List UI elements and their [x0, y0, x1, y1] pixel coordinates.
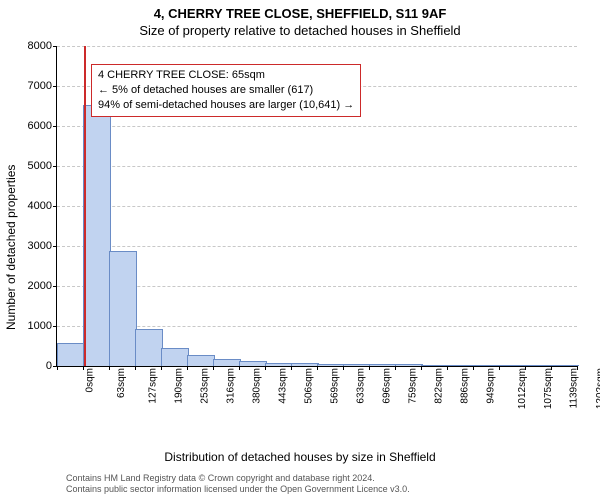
histogram-bar	[525, 365, 553, 366]
annotation-line3: 94% of semi-detached houses are larger (…	[98, 98, 354, 113]
xtick-mark	[187, 366, 188, 370]
xtick-label: 443sqm	[278, 368, 289, 404]
ytick-mark	[53, 126, 57, 127]
xtick-mark	[135, 366, 136, 370]
histogram-bar	[83, 105, 111, 366]
histogram-bar	[239, 361, 267, 366]
xtick-label: 886sqm	[460, 368, 471, 404]
xtick-mark	[83, 366, 84, 370]
xtick-mark	[57, 366, 58, 370]
x-axis-label: Distribution of detached houses by size …	[0, 450, 600, 464]
histogram-bar	[551, 365, 579, 366]
xtick-mark	[421, 366, 422, 370]
annotation-line2: ← 5% of detached houses are smaller (617…	[98, 83, 354, 98]
gridline	[57, 246, 577, 247]
xtick-label: 63sqm	[116, 368, 127, 398]
ytick-mark	[53, 206, 57, 207]
xtick-mark	[395, 366, 396, 370]
xtick-label: 190sqm	[174, 368, 185, 404]
histogram-bar	[187, 355, 215, 366]
histogram-bar	[343, 364, 371, 366]
ytick-label: 5000	[12, 160, 52, 172]
xtick-label: 127sqm	[148, 368, 159, 404]
histogram-bar	[369, 364, 397, 366]
histogram-bar	[395, 364, 423, 366]
xtick-label: 1012sqm	[517, 368, 528, 409]
ytick-mark	[53, 166, 57, 167]
xtick-label: 253sqm	[200, 368, 211, 404]
xtick-label: 633sqm	[356, 368, 367, 404]
xtick-label: 949sqm	[486, 368, 497, 404]
xtick-mark	[577, 366, 578, 370]
ytick-mark	[53, 246, 57, 247]
histogram-bar	[109, 251, 137, 366]
plot-area: 0sqm63sqm127sqm190sqm253sqm316sqm380sqm4…	[56, 46, 577, 367]
footer-attribution: Contains HM Land Registry data © Crown c…	[66, 473, 410, 496]
xtick-label: 380sqm	[252, 368, 263, 404]
footer-line2: Contains public sector information licen…	[66, 484, 410, 496]
histogram-bar	[213, 359, 241, 366]
ytick-label: 2000	[12, 280, 52, 292]
xtick-mark	[343, 366, 344, 370]
xtick-mark	[499, 366, 500, 370]
chart-title: 4, CHERRY TREE CLOSE, SHEFFIELD, S11 9AF	[0, 0, 600, 21]
ytick-label: 4000	[12, 200, 52, 212]
histogram-bar	[499, 365, 527, 366]
gridline	[57, 206, 577, 207]
xtick-mark	[369, 366, 370, 370]
ytick-label: 3000	[12, 240, 52, 252]
xtick-mark	[447, 366, 448, 370]
histogram-bar	[317, 364, 345, 366]
histogram-bar	[57, 343, 85, 366]
gridline	[57, 166, 577, 167]
chart-subtitle: Size of property relative to detached ho…	[0, 21, 600, 38]
histogram-bar	[161, 348, 189, 366]
xtick-mark	[551, 366, 552, 370]
chart-area: 0sqm 63sqm 127sqm 190sqm 253sqm 316sqm 380sqm 4…	[56, 46, 576, 416]
property-marker-line	[84, 46, 86, 366]
xtick-mark	[161, 366, 162, 370]
xtick-mark	[109, 366, 110, 370]
histogram-bar	[447, 365, 475, 366]
histogram-bar	[265, 363, 293, 366]
xtick-label: 822sqm	[434, 368, 445, 404]
gridline	[57, 46, 577, 47]
xtick-mark	[473, 366, 474, 370]
xtick-label: 316sqm	[226, 368, 237, 404]
xtick-mark	[213, 366, 214, 370]
xtick-label: 1202sqm	[595, 368, 600, 409]
xtick-label: 0sqm	[84, 368, 95, 392]
ytick-mark	[53, 326, 57, 327]
annotation-box: 4 CHERRY TREE CLOSE: 65sqm← 5% of detach…	[91, 64, 361, 117]
ytick-label: 1000	[12, 320, 52, 332]
ytick-mark	[53, 286, 57, 287]
ytick-label: 7000	[12, 80, 52, 92]
xtick-mark	[291, 366, 292, 370]
xtick-mark	[265, 366, 266, 370]
histogram-bar	[135, 329, 163, 366]
ytick-label: 8000	[12, 40, 52, 52]
xtick-label: 569sqm	[330, 368, 341, 404]
xtick-mark	[317, 366, 318, 370]
histogram-bar	[473, 365, 501, 366]
gridline	[57, 126, 577, 127]
ytick-mark	[53, 86, 57, 87]
xtick-label: 696sqm	[382, 368, 393, 404]
histogram-bar	[421, 365, 449, 366]
xtick-label: 759sqm	[408, 368, 419, 404]
xtick-label: 1075sqm	[543, 368, 554, 409]
footer-line1: Contains HM Land Registry data © Crown c…	[66, 473, 410, 485]
histogram-bar	[291, 363, 319, 366]
annotation-line1: 4 CHERRY TREE CLOSE: 65sqm	[98, 68, 354, 83]
xtick-label: 506sqm	[304, 368, 315, 404]
ytick-mark	[53, 46, 57, 47]
xtick-label: 1139sqm	[568, 368, 579, 408]
ytick-label: 6000	[12, 120, 52, 132]
ytick-label: 0	[12, 360, 52, 372]
xtick-mark	[525, 366, 526, 370]
xtick-mark	[239, 366, 240, 370]
